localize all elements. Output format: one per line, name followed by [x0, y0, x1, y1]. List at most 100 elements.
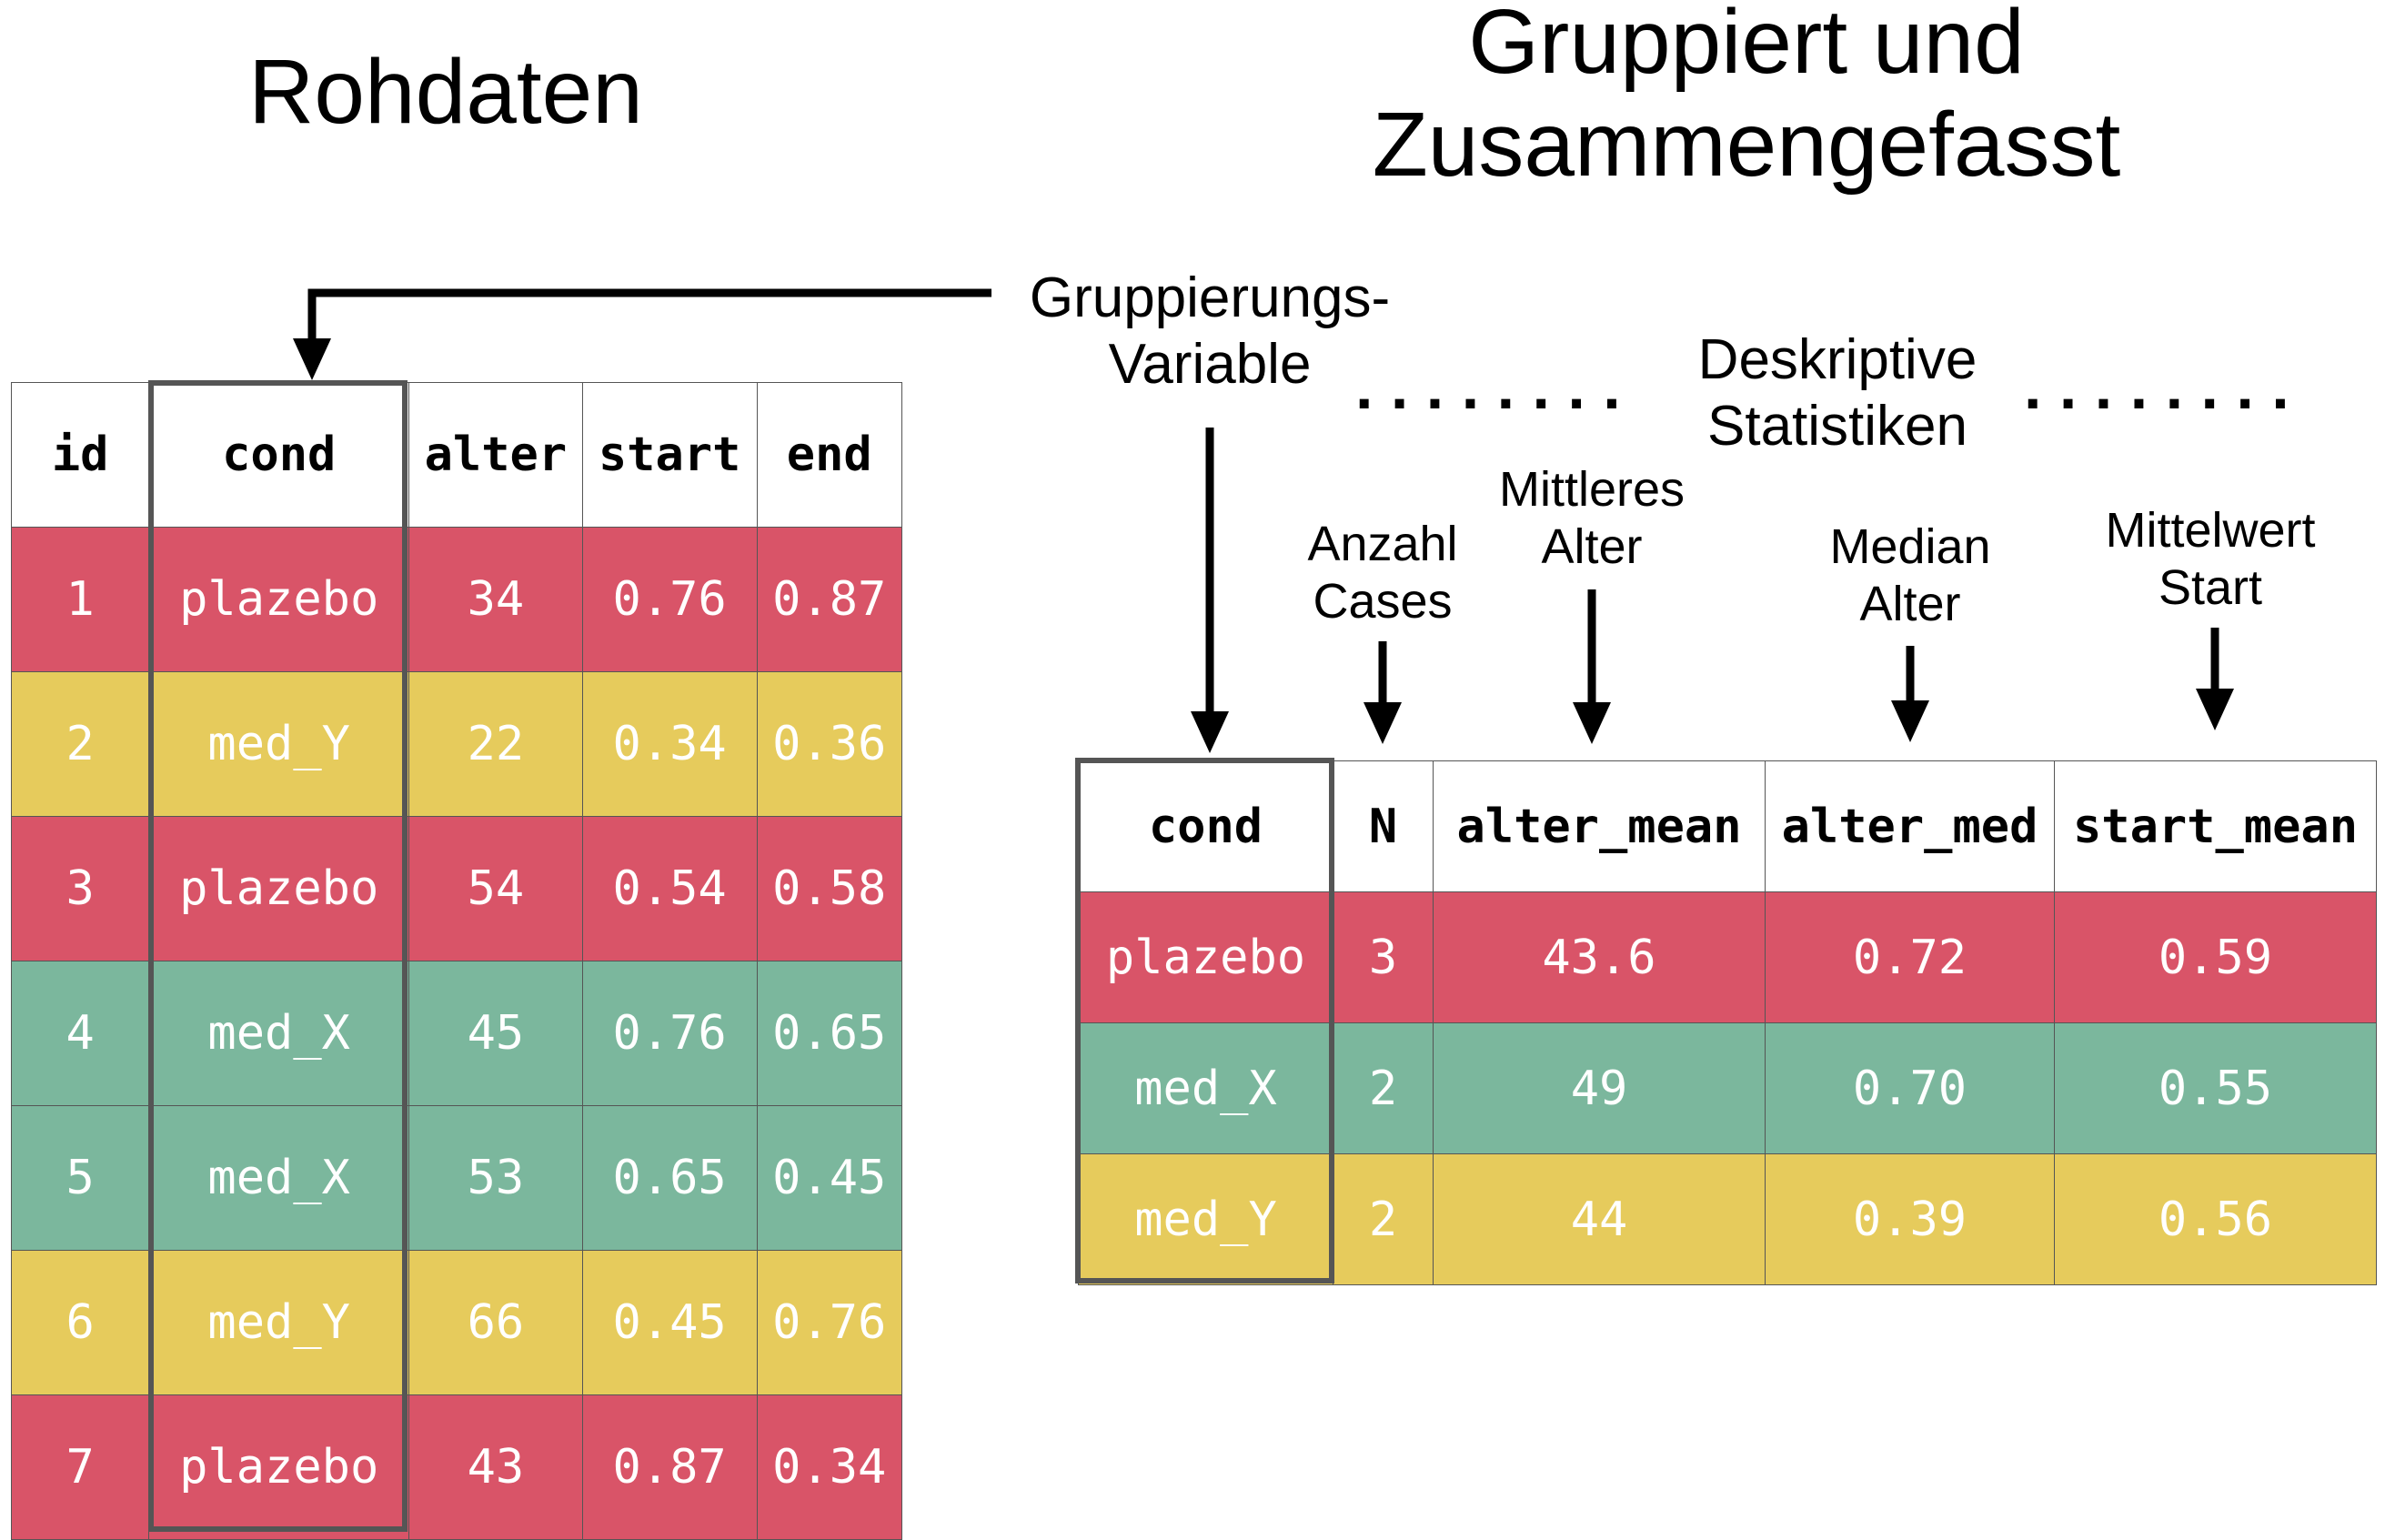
raw-row-5: 5 med_X 53 0.65 0.45	[10, 1105, 903, 1251]
raw-cell-start: 0.87	[581, 1394, 758, 1540]
start-annotation-line1: Mittelwert	[2105, 503, 2316, 558]
raw-header-alter: alter	[408, 382, 583, 528]
raw-cell-cond: med_Y	[148, 671, 410, 817]
summary-header-n: N	[1333, 760, 1434, 892]
summary-cell-start-mean: 0.56	[2054, 1153, 2377, 1285]
summary-cell-start-mean: 0.55	[2054, 1022, 2377, 1154]
summary-header-alter-med: alter_med	[1765, 760, 2055, 892]
raw-cell-id: 1	[10, 527, 150, 672]
raw-row-1: 1 plazebo 34 0.76 0.87	[10, 527, 903, 672]
raw-header-start: start	[581, 382, 758, 528]
right-title-line1: Gruppiert und	[1468, 0, 2025, 93]
median-annotation-line2: Alter	[1859, 577, 1961, 632]
raw-cell-start: 0.54	[581, 816, 758, 961]
mean-annotation: Mittleres Alter	[1464, 461, 1719, 576]
descriptive-statistics-label-line2: Statistiken	[1706, 394, 1968, 458]
start-annotation: Mittelwert Start	[2074, 502, 2347, 617]
raw-cell-alter: 43	[408, 1394, 583, 1540]
raw-cell-end: 0.36	[756, 671, 903, 817]
raw-row-7: 7 plazebo 43 0.87 0.34	[10, 1394, 903, 1540]
summary-cell-cond: med_X	[1078, 1022, 1333, 1154]
right-title: Gruppiert und Zusammengefasst	[1283, 0, 2210, 196]
n-annotation-line2: Cases	[1313, 574, 1453, 629]
summary-header-alter-mean: alter_mean	[1433, 760, 1766, 892]
raw-cell-alter: 45	[408, 961, 583, 1106]
median-annotation-line1: Median	[1829, 519, 1991, 574]
left-title: Rohdaten	[248, 41, 643, 143]
mean-annotation-line2: Alter	[1541, 519, 1643, 575]
raw-header-cond: cond	[148, 382, 410, 528]
raw-cell-start: 0.65	[581, 1105, 758, 1251]
raw-cell-id: 7	[10, 1394, 150, 1540]
raw-cell-end: 0.65	[756, 961, 903, 1106]
raw-cell-id: 4	[10, 961, 150, 1106]
mean-annotation-line1: Mittleres	[1498, 462, 1686, 517]
grouping-connector-line	[307, 288, 991, 344]
raw-cell-cond: med_Y	[148, 1250, 410, 1395]
raw-cell-cond: plazebo	[148, 816, 410, 961]
dots-left: . . . . . . . .	[1355, 351, 1621, 422]
grouping-arrowhead	[1191, 711, 1229, 753]
raw-cell-cond: plazebo	[148, 1394, 410, 1540]
raw-row-3: 3 plazebo 54 0.54 0.58	[10, 816, 903, 961]
raw-cell-start: 0.76	[581, 527, 758, 672]
summary-cell-N: 2	[1333, 1022, 1434, 1154]
summary-cell-cond: med_Y	[1078, 1153, 1333, 1285]
raw-cell-id: 3	[10, 816, 150, 961]
start-annotation-line2: Start	[2158, 560, 2263, 616]
raw-header-end: end	[756, 382, 903, 528]
raw-cell-id: 6	[10, 1250, 150, 1395]
raw-cell-cond: med_X	[148, 1105, 410, 1251]
raw-data-table: id cond alter start end 1 plazebo 34 0.76 0.…	[10, 382, 903, 1540]
raw-cell-cond: med_X	[148, 961, 410, 1106]
summary-cell-alter-med: 0.70	[1765, 1022, 2055, 1154]
start-arrowhead	[2196, 689, 2234, 730]
summary-header-row: cond N alter_mean alter_med start_mean	[1078, 760, 2377, 892]
raw-cell-alter: 34	[408, 527, 583, 672]
raw-cell-alter: 66	[408, 1250, 583, 1395]
n-arrowhead	[1364, 702, 1402, 744]
grouping-left-arrowhead	[293, 338, 331, 380]
raw-row-4: 4 med_X 45 0.76 0.65	[10, 961, 903, 1106]
raw-cell-id: 2	[10, 671, 150, 817]
raw-cell-end: 0.45	[756, 1105, 903, 1251]
median-arrowhead	[1891, 700, 1929, 742]
summary-cell-alter-med: 0.39	[1765, 1153, 2055, 1285]
descriptive-statistics-label-line1: Deskriptive	[1697, 328, 1977, 391]
summary-cell-cond: plazebo	[1078, 891, 1333, 1023]
grouping-variable-label: Gruppierungs- Variable	[1010, 266, 1410, 398]
raw-cell-start: 0.76	[581, 961, 758, 1106]
median-annotation: Median Alter	[1783, 518, 2038, 633]
summary-table: cond N alter_mean alter_med start_mean p…	[1078, 760, 2377, 1285]
summary-cell-alter-mean: 49	[1433, 1022, 1766, 1154]
summary-cell-alter-mean: 43.6	[1433, 891, 1766, 1023]
summary-cell-start-mean: 0.59	[2054, 891, 2377, 1023]
summary-cell-alter-mean: 44	[1433, 1153, 1766, 1285]
raw-cell-end: 0.58	[756, 816, 903, 961]
raw-header-row: id cond alter start end	[10, 382, 903, 528]
descriptive-statistics-label: Deskriptive Statistiken	[1637, 327, 2038, 459]
raw-cell-id: 5	[10, 1105, 150, 1251]
raw-cell-end: 0.76	[756, 1250, 903, 1395]
raw-cell-alter: 54	[408, 816, 583, 961]
raw-cell-start: 0.45	[581, 1250, 758, 1395]
raw-row-6: 6 med_Y 66 0.45 0.76	[10, 1250, 903, 1395]
summary-cell-alter-med: 0.72	[1765, 891, 2055, 1023]
dots-right: . . . . . . . .	[2024, 351, 2289, 422]
summary-header-cond: cond	[1078, 760, 1333, 892]
raw-cell-end: 0.34	[756, 1394, 903, 1540]
summary-row-1: plazebo 3 43.6 0.72 0.59	[1078, 891, 2377, 1023]
summary-header-start-mean: start_mean	[2054, 760, 2377, 892]
raw-cell-alter: 22	[408, 671, 583, 817]
grouping-variable-label-line1: Gruppierungs-	[1029, 267, 1391, 329]
summary-row-3: med_Y 2 44 0.39 0.56	[1078, 1153, 2377, 1285]
summary-cell-N: 2	[1333, 1153, 1434, 1285]
raw-cell-end: 0.87	[756, 527, 903, 672]
raw-cell-alter: 53	[408, 1105, 583, 1251]
summary-cell-N: 3	[1333, 891, 1434, 1023]
right-title-line2: Zusammengefasst	[1372, 94, 2121, 196]
raw-cell-start: 0.34	[581, 671, 758, 817]
mean-arrowhead	[1573, 702, 1611, 744]
n-annotation: Anzahl Cases	[1255, 516, 1510, 630]
